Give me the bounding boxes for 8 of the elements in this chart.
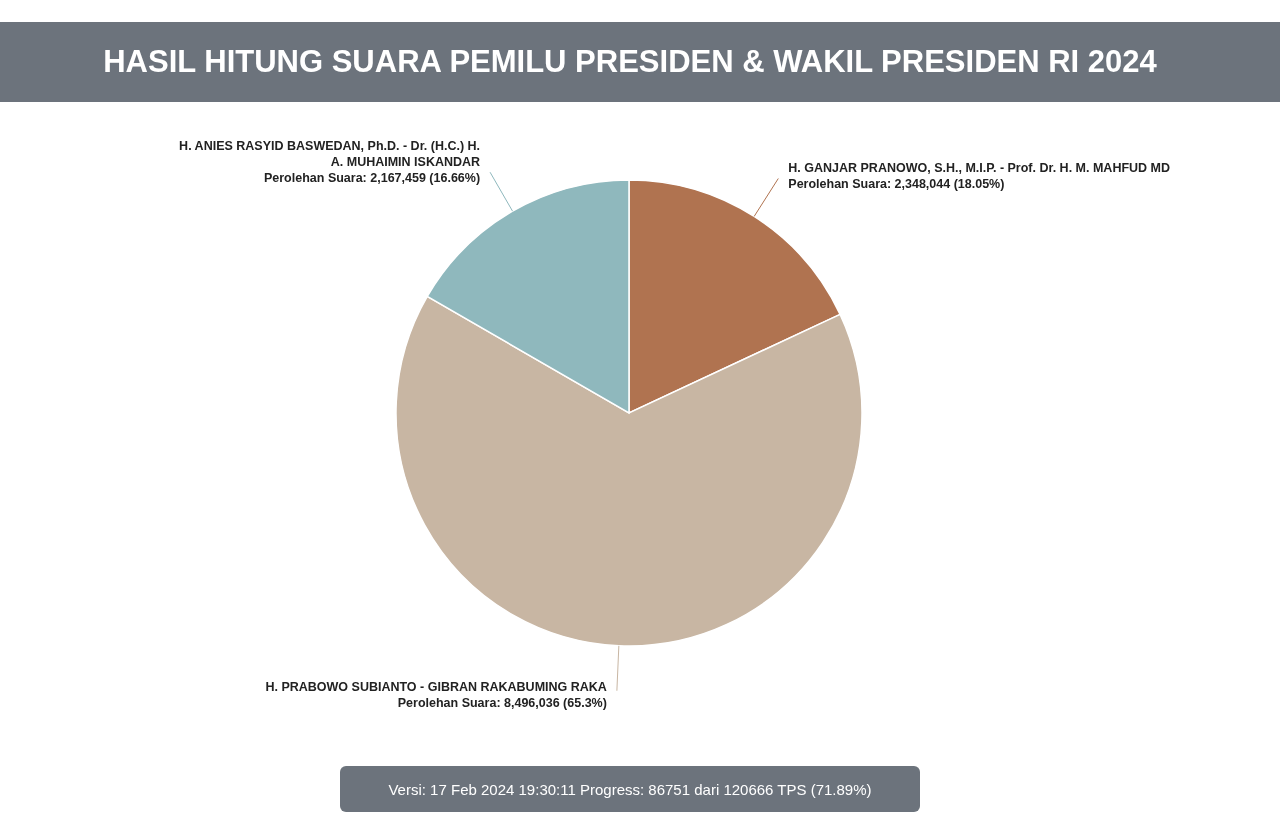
slice-label: H. ANIES RASYID BASWEDAN, Ph.D. - Dr. (H.C.) H. A. MUHAIMIN ISKANDAR xyxy=(179,139,481,170)
data-label: Perolehan Suara: 2,167,459 (16.66%) xyxy=(263,171,481,186)
data-label: Perolehan Suara: 8,496,036 (65.3%) xyxy=(397,695,607,710)
data-label: Perolehan Suara: 2,348,044 (18.05%) xyxy=(788,177,1005,192)
slice-label: H. GANJAR PRANOWO, S.H., M.I.P. - Prof. Dr. H. M. MAHFUD MD xyxy=(788,161,1171,176)
chart-title: HASIL HITUNG SUARA PEMILU PRESIDEN & WAKIL PRESIDEN RI 2024 xyxy=(103,44,1158,79)
slice-label: H. PRABOWO SUBIANTO - GIBRAN RAKABUMING RAKA xyxy=(265,679,607,694)
text: Versi: 17 Feb 2024 19:30:11 Progress: 86751 dari 120666 TPS (71.89%) xyxy=(388,781,872,798)
